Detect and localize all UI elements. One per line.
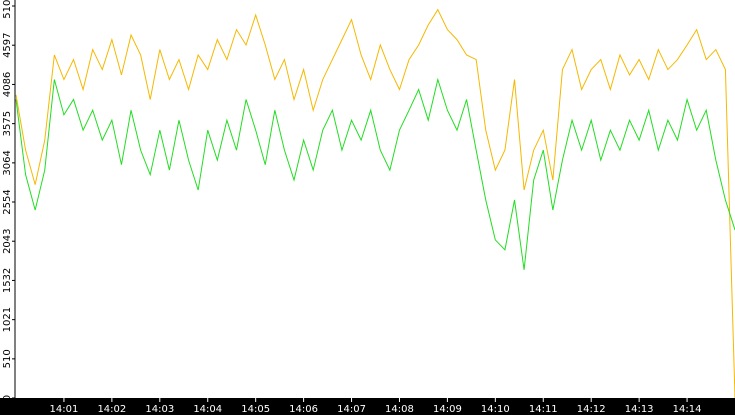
x-tick-label: 14:01 (50, 404, 79, 415)
y-tick-label: 5108 (2, 0, 13, 19)
x-axis-bar (0, 398, 735, 415)
y-tick-label: 3064 (2, 150, 13, 175)
x-tick-label: 14:07 (337, 404, 366, 415)
x-tick-label: 14:02 (97, 404, 126, 415)
y-tick-label: 1021 (2, 307, 13, 332)
x-tick-label: 14:03 (145, 404, 174, 415)
y-tick-label: 4597 (2, 32, 13, 57)
x-tick-label: 14:13 (625, 404, 654, 415)
x-tick-label: 14:08 (385, 404, 414, 415)
y-tick-label: 2554 (2, 189, 13, 214)
x-tick-label: 14:11 (529, 404, 558, 415)
x-tick-label: 14:05 (241, 404, 270, 415)
x-tick-label: 14:09 (433, 404, 462, 415)
y-tick-label: 4086 (2, 72, 13, 97)
y-tick-label: 2043 (2, 228, 13, 253)
y-tick-label: 510 (2, 349, 13, 368)
y-tick-label: 1532 (2, 268, 13, 293)
x-tick-label: 14:04 (193, 404, 222, 415)
y-tick-label: 0 (2, 395, 13, 401)
y-tick-label: 3575 (2, 111, 13, 136)
x-tick-label: 14:14 (673, 404, 702, 415)
x-tick-label: 14:12 (577, 404, 606, 415)
x-tick-label: 14:06 (289, 404, 318, 415)
x-tick-label: 14:10 (481, 404, 510, 415)
series-line (15, 8, 735, 399)
series-line (15, 77, 735, 270)
